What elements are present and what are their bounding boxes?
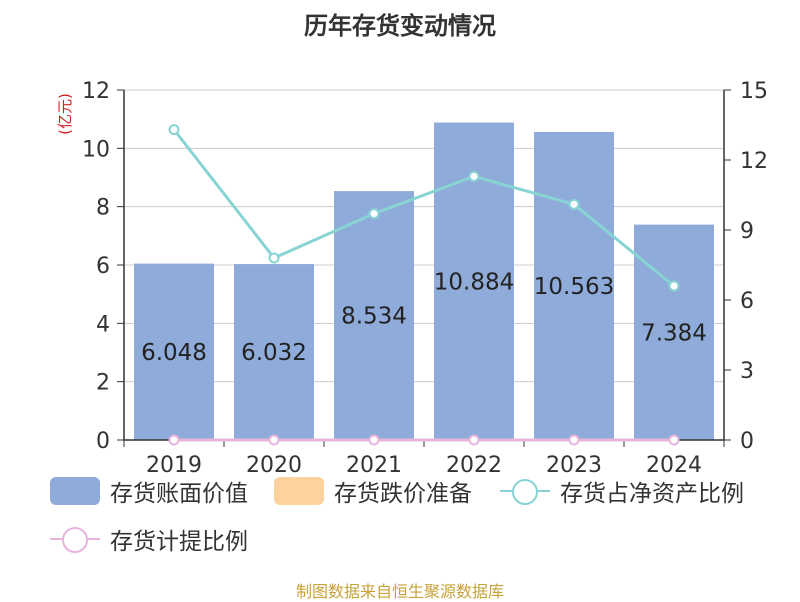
y-tick-label: 8: [96, 196, 110, 221]
legend-label-book-value: 存货账面价值: [110, 481, 248, 507]
bar-data-label: 6.032: [241, 340, 307, 366]
y2-tick-label: 12: [740, 149, 768, 174]
y-tick-label: 4: [96, 312, 110, 337]
x-tick-label: 2024: [646, 453, 702, 478]
bar-data-label: 6.048: [141, 340, 207, 366]
x-tick-label: 2019: [146, 453, 202, 478]
bar-data-label: 10.563: [534, 274, 614, 300]
legend-label-net-asset-ratio: 存货占净资产比例: [560, 481, 744, 507]
bar-book-value: [534, 131, 614, 440]
y2-tick-label: 6: [740, 289, 754, 314]
bar-data-label: 7.384: [641, 320, 707, 346]
x-tick-label: 2020: [246, 453, 302, 478]
y-axis-label: (亿元): [56, 93, 74, 135]
x-tick-label: 2022: [446, 453, 502, 478]
bar-data-label: 8.534: [341, 304, 407, 330]
legend-item-impairment[interactable]: 存货跌价准备: [274, 474, 472, 508]
point-net-asset-ratio: [568, 198, 580, 210]
point-provision-ratio: [268, 434, 280, 446]
point-net-asset-ratio: [468, 170, 480, 182]
legend-item-provision-ratio[interactable]: 存货计提比例: [50, 522, 248, 556]
y2-tick-label: 15: [740, 79, 768, 104]
point-net-asset-ratio: [368, 208, 380, 220]
bar-book-value: [134, 263, 214, 440]
y2-tick-label: 0: [740, 429, 754, 454]
point-net-asset-ratio: [168, 124, 180, 136]
point-net-asset-ratio: [668, 280, 680, 292]
bar-data-label: 10.884: [434, 269, 514, 295]
point-provision-ratio: [168, 434, 180, 446]
y-tick-label: 10: [82, 137, 110, 162]
bar-book-value: [634, 224, 714, 440]
bar-book-value: [334, 191, 414, 440]
y-tick-label: 12: [82, 79, 110, 104]
x-tick-label: 2023: [546, 453, 602, 478]
y2-tick-label: 3: [740, 359, 754, 384]
source-note: 制图数据来自恒生聚源数据库: [295, 582, 504, 601]
point-net-asset-ratio: [268, 252, 280, 264]
line-net-asset-ratio: [172, 128, 675, 288]
point-provision-ratio: [568, 434, 580, 446]
legend-label-provision-ratio: 存货计提比例: [110, 529, 248, 555]
legend-swatch-impairment: [274, 477, 324, 505]
legend-swatch-book-value: [50, 477, 100, 505]
point-provision-ratio: [668, 434, 680, 446]
legend-item-net-asset-ratio[interactable]: 存货占净资产比例: [500, 474, 744, 508]
chart-title: 历年存货变动情况: [304, 12, 496, 40]
legend-marker-provision-ratio: [50, 525, 100, 553]
y2-tick-label: 9: [740, 219, 754, 244]
legend-label-impairment: 存货跌价准备: [334, 481, 472, 507]
y-tick-label: 2: [96, 371, 110, 396]
y-tick-label: 6: [96, 254, 110, 279]
bar-book-value: [234, 264, 314, 440]
point-provision-ratio: [468, 434, 480, 446]
y-tick-label: 0: [96, 429, 110, 454]
legend-item-book-value[interactable]: 存货账面价值: [50, 474, 248, 508]
legend-marker-net-asset-ratio: [500, 477, 550, 505]
point-provision-ratio: [368, 434, 380, 446]
x-tick-label: 2021: [346, 453, 402, 478]
